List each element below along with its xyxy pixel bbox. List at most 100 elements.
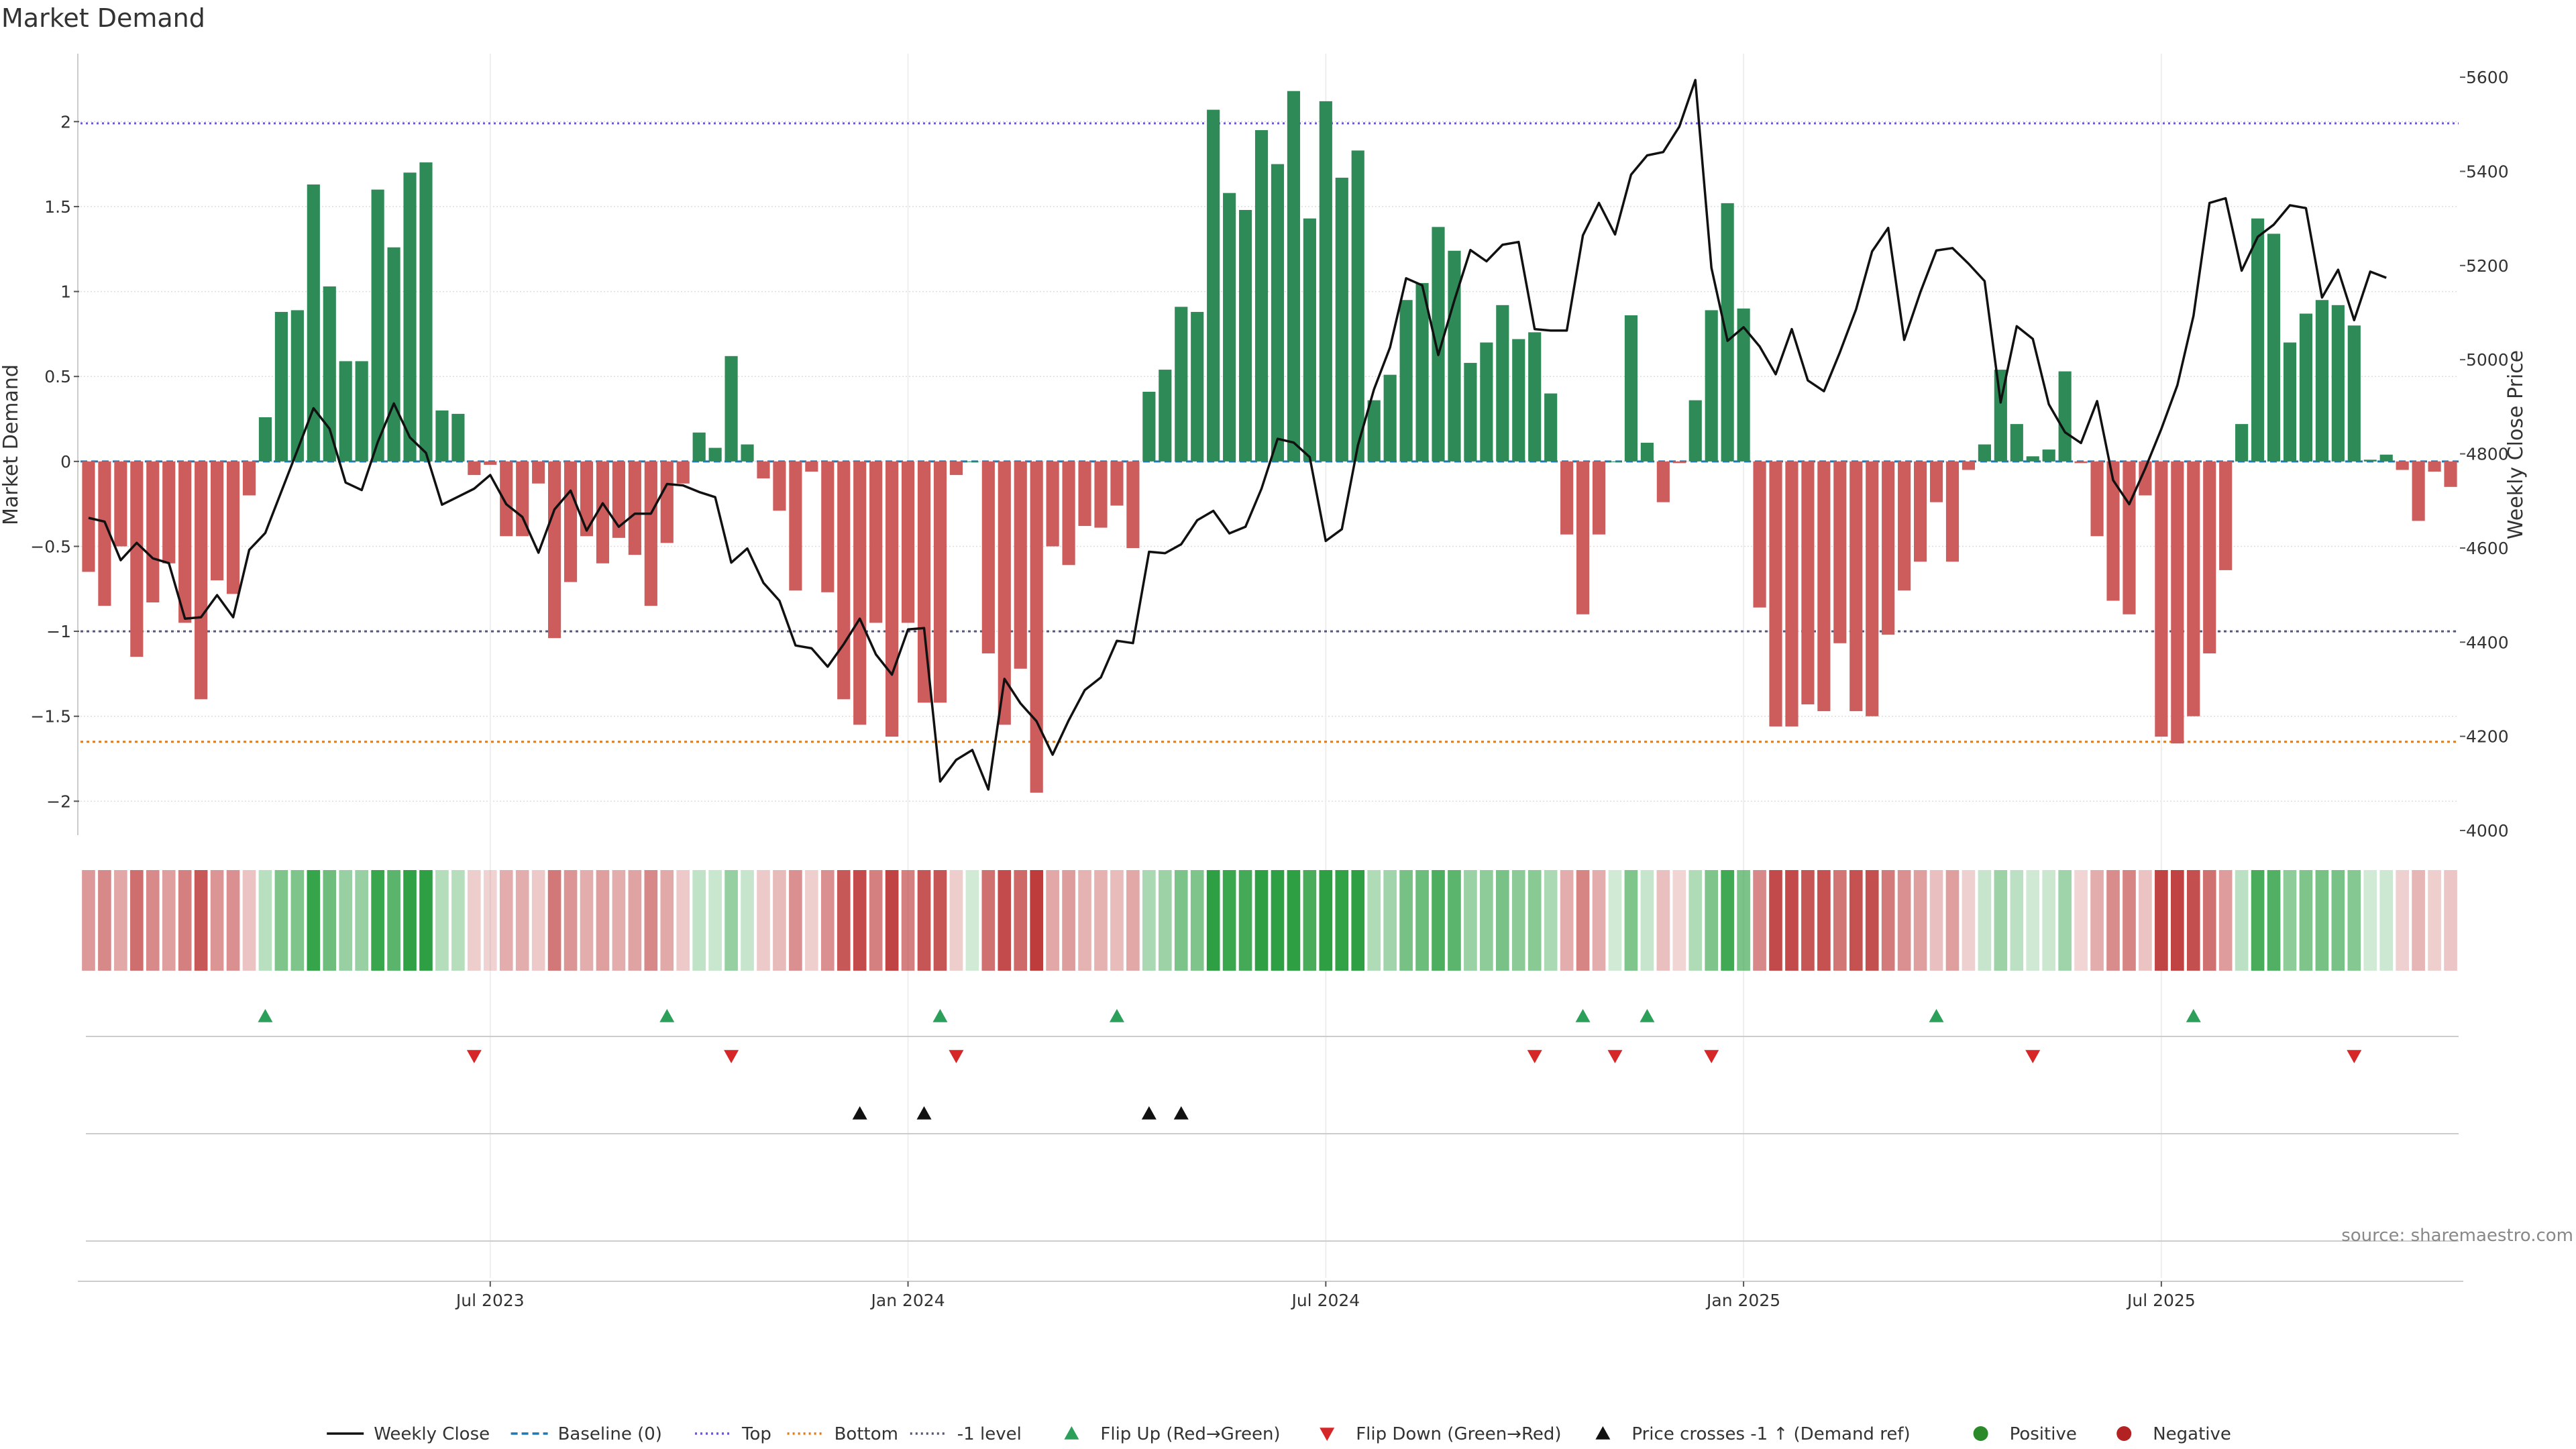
negative-bar: [98, 461, 111, 606]
positive-bar: [258, 417, 272, 462]
strip-cell: [1399, 870, 1413, 971]
strip-cell: [1495, 870, 1509, 971]
positive-bar: [1448, 250, 1461, 462]
strip-cell: [355, 870, 368, 971]
negative-bar: [1014, 461, 1027, 669]
flip-down-marker: [949, 1050, 964, 1063]
negative-bar: [2171, 461, 2184, 744]
positive-bar: [1223, 193, 1236, 462]
x-tick-label: Jul 2025: [2126, 1291, 2196, 1310]
left-tick-label: 2: [60, 112, 71, 131]
right-tick-label: 5200: [2466, 256, 2509, 276]
negative-bar: [612, 461, 625, 538]
strip-cell: [547, 870, 561, 971]
strip-cell: [2315, 870, 2329, 971]
positive-bar: [2363, 460, 2377, 462]
strip-cell: [2283, 870, 2297, 971]
negative-bar: [596, 461, 610, 564]
negative-bar: [1769, 461, 1782, 727]
positive-bar: [708, 447, 722, 462]
demand-heat-strip: [82, 870, 2457, 971]
negative-bar: [114, 461, 127, 547]
negative-bar: [242, 461, 256, 496]
negative-bar: [1560, 461, 1574, 535]
strip-cell: [1271, 870, 1285, 971]
strip-cell: [1897, 870, 1911, 971]
strip-cell: [1592, 870, 1606, 971]
negative-bar: [532, 461, 545, 484]
negative-bar: [933, 461, 947, 703]
negative-bar: [1914, 461, 1927, 562]
negative-bar: [2428, 461, 2441, 472]
positive-bar: [2251, 218, 2265, 462]
positive-bar: [1399, 300, 1413, 462]
negative-bar: [869, 461, 883, 623]
strip-cell: [2218, 870, 2233, 971]
left-tick-label: 0: [60, 452, 71, 472]
positive-bar: [1351, 150, 1364, 462]
positive-bar: [274, 311, 288, 462]
strip-cell: [1254, 870, 1269, 971]
negative-bar: [1898, 461, 1911, 591]
strip-cell: [708, 870, 722, 971]
strip-cell: [1929, 870, 1943, 971]
negative-bar: [757, 461, 770, 479]
legend-label: Top: [741, 1424, 771, 1444]
left-axis-ticks: 2 1.5 1 0.5 0 −0.5 −1 −1.5 −2: [30, 112, 79, 811]
negative-bar: [1882, 461, 1895, 635]
strip-cell: [1415, 870, 1429, 971]
flip-down-marker: [2347, 1050, 2362, 1063]
strip-cell: [1190, 870, 1204, 971]
positive-bar: [1624, 315, 1638, 462]
positive-bar: [1528, 332, 1542, 462]
strip-cell: [1656, 870, 1670, 971]
price-cross-marker: [1141, 1106, 1157, 1120]
strip-cell: [2396, 870, 2409, 971]
negative-bar: [178, 461, 192, 623]
positive-bar: [387, 247, 400, 462]
positive-bar: [1319, 101, 1332, 462]
strip-cell: [981, 870, 996, 971]
negative-bar: [1801, 461, 1815, 704]
negative-bar: [1929, 461, 1943, 502]
flip-up-marker: [1640, 1009, 1655, 1022]
positive-bar: [451, 413, 465, 462]
negative-bar: [885, 461, 899, 737]
negative-bar: [789, 461, 802, 591]
strip-cell: [2139, 870, 2152, 971]
positive-bar: [1367, 400, 1381, 462]
positive-bar: [1544, 393, 1558, 462]
strip-cell: [1014, 870, 1028, 971]
negative-bar: [580, 461, 594, 537]
strip-cell: [580, 870, 594, 971]
strip-cell: [1978, 870, 1992, 971]
positive-bar: [1335, 177, 1348, 462]
flip-up-marker: [1109, 1009, 1124, 1022]
positive-bar: [1512, 339, 1525, 462]
strip-cell: [1287, 870, 1301, 971]
positive-bar: [2331, 305, 2345, 462]
strip-cell: [1705, 870, 1719, 971]
positive-bar: [1159, 370, 1172, 462]
price-cross-marker: [916, 1106, 932, 1120]
right-tick-label: 5400: [2466, 162, 2509, 181]
positive-bar: [1705, 310, 1718, 462]
strip-cell: [1222, 870, 1236, 971]
grid-layer: [77, 54, 2463, 1282]
negative-bar: [1110, 461, 1124, 506]
strip-cell: [1737, 870, 1750, 971]
legend-swatch: [2116, 1426, 2132, 1441]
negative-bar: [917, 461, 931, 703]
legend: Weekly Close Baseline (0) Top Bottom -1 leve…: [327, 1424, 2231, 1444]
strip-cell: [2363, 870, 2377, 971]
strip-cell: [1801, 870, 1815, 971]
positive-bar: [1496, 305, 1509, 462]
legend-label: Weekly Close: [374, 1424, 490, 1444]
strip-cell: [1865, 870, 1879, 971]
strip-cell: [226, 870, 240, 971]
strip-cell: [1062, 870, 1075, 971]
right-tick-label: 4400: [2466, 633, 2509, 652]
positive-bar: [1287, 91, 1301, 462]
strip-cell: [901, 870, 915, 971]
strip-cell: [1448, 870, 1461, 971]
